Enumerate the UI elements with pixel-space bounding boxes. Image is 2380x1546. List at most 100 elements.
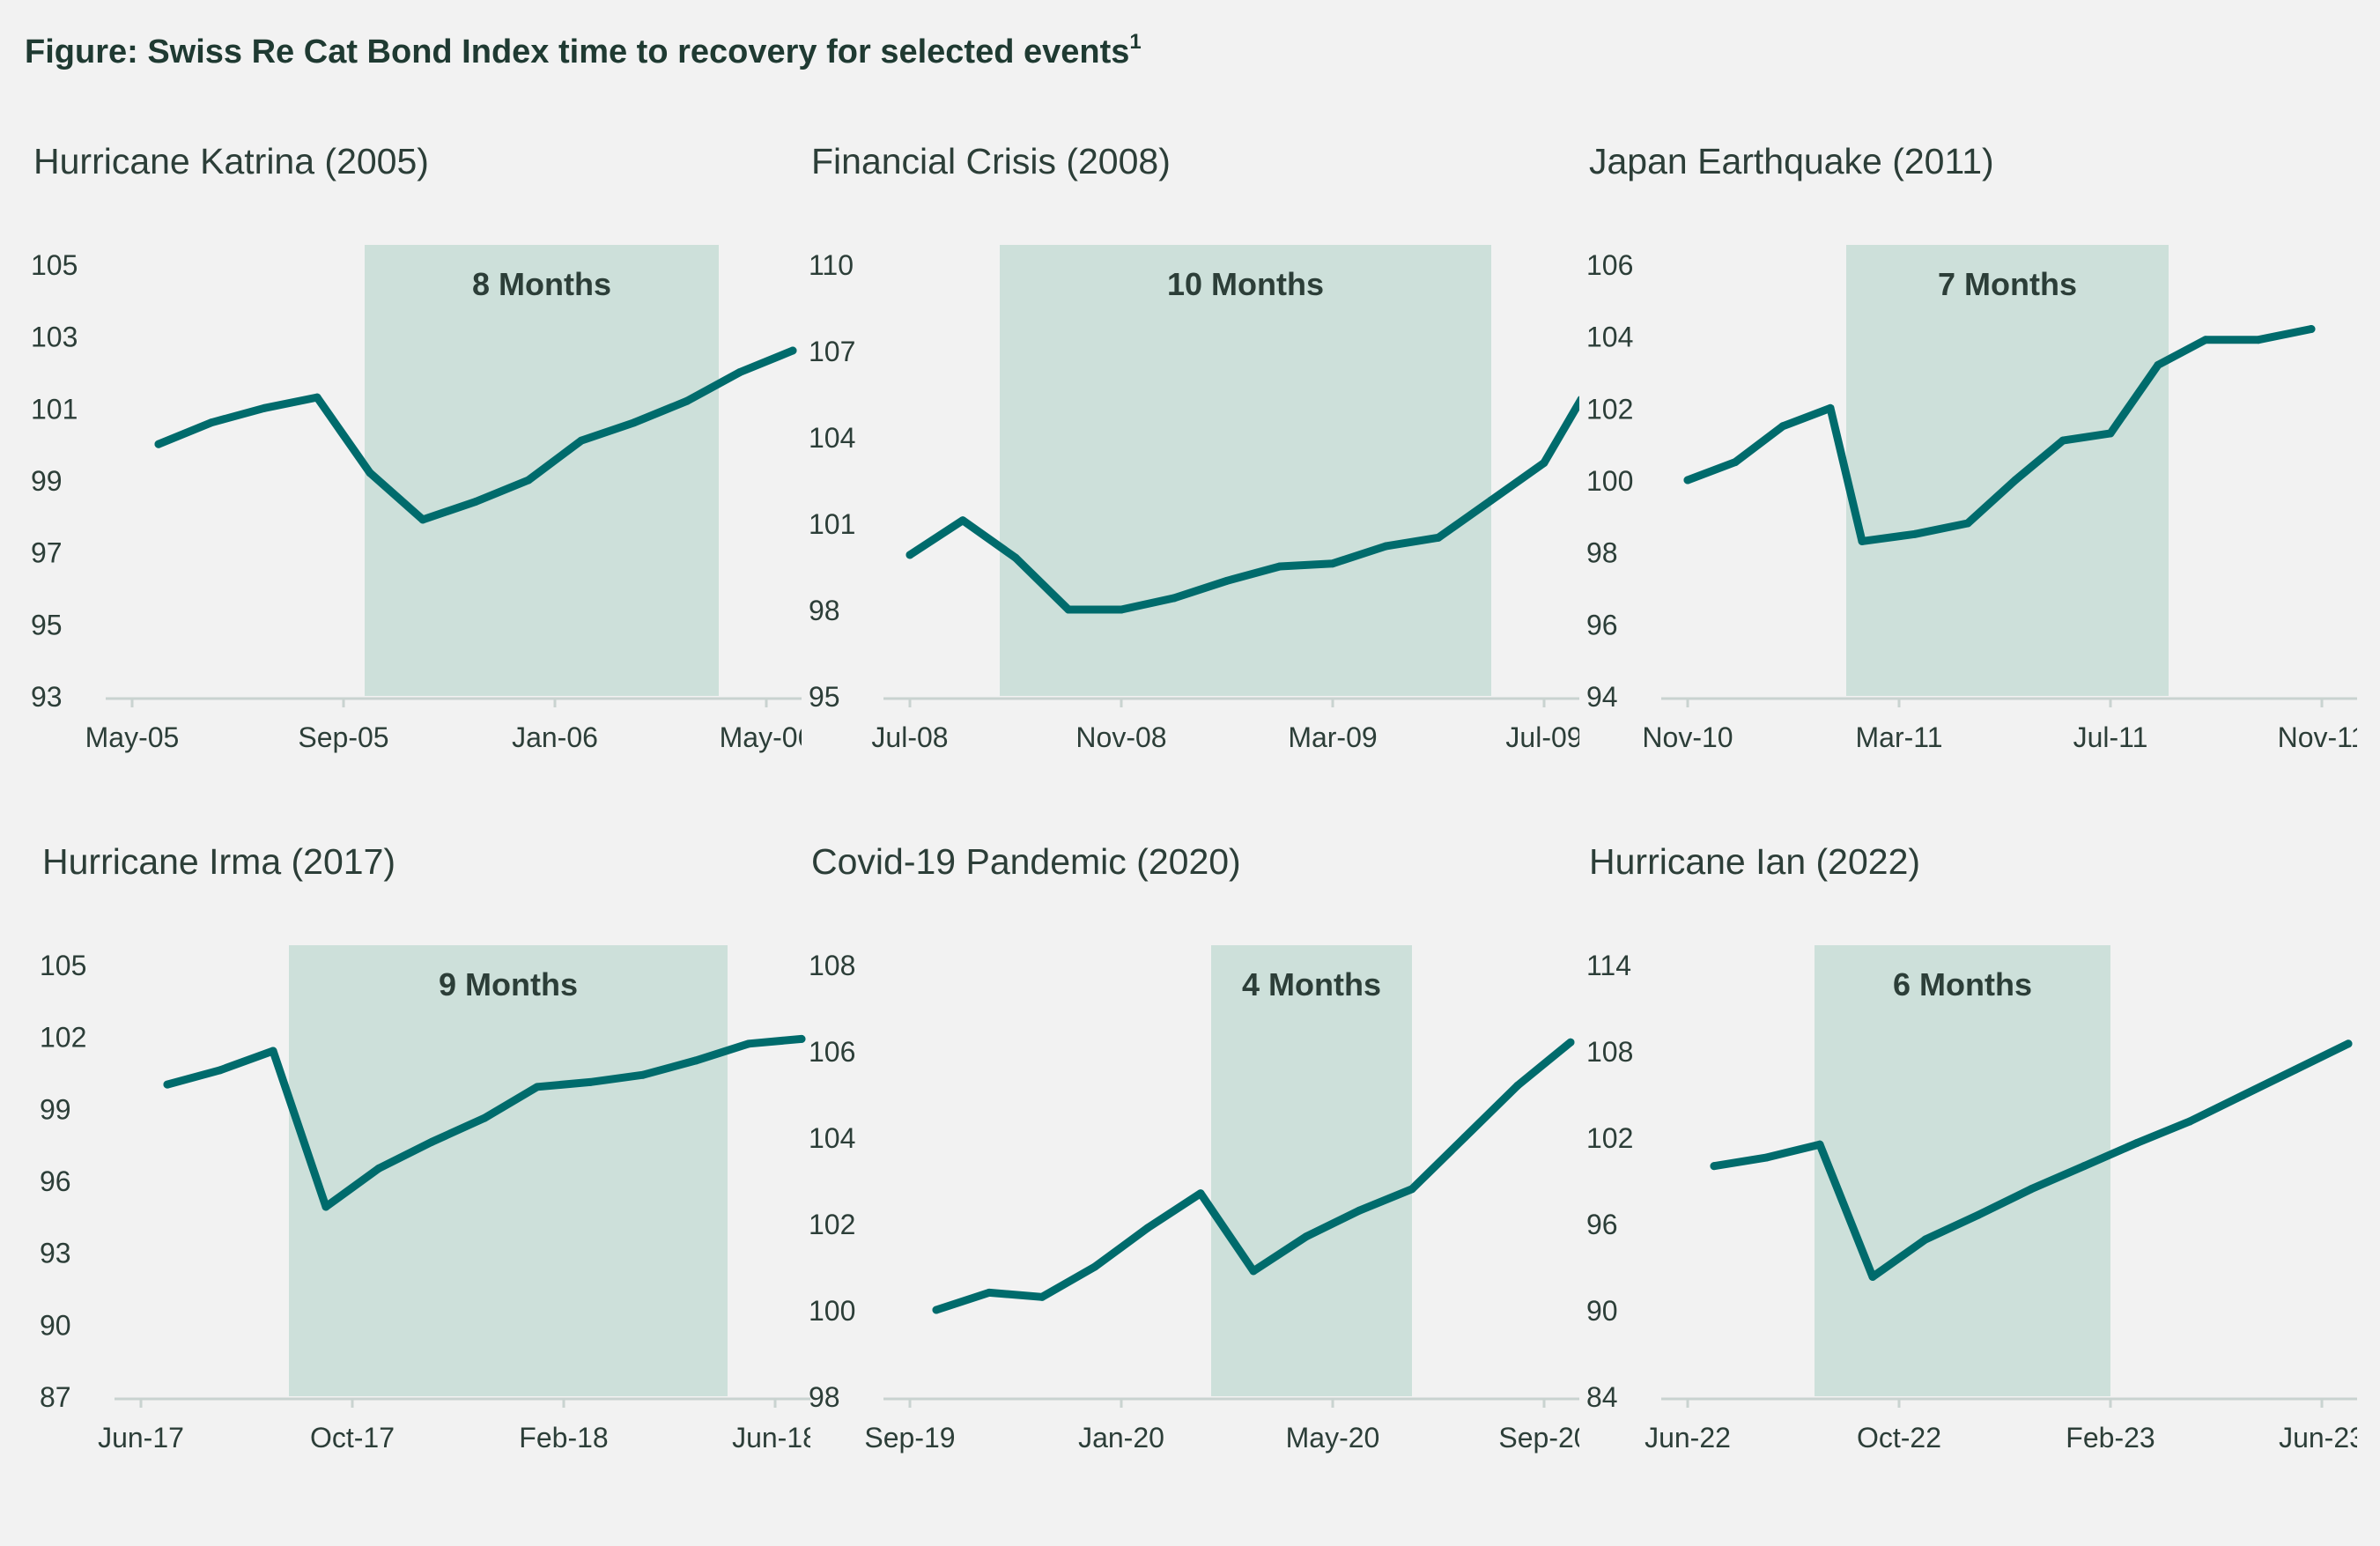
y-tick-label: 96 [1586,1209,1618,1240]
data-point [2154,360,2162,369]
x-tick-label: Mar-09 [1288,721,1377,753]
y-tick-label: 104 [1586,322,1633,353]
chart-covid: 4 Months Sep-19 Jan-20 May-20 Sep-20 98 100 102… [809,945,1579,1454]
recovery-shade [1846,245,2169,696]
data-point [1143,1224,1152,1232]
data-point [480,1113,489,1122]
y-tick-label: 97 [31,537,63,569]
y-tick-label: 98 [1586,537,1618,569]
data-point [905,551,914,559]
y-tick-label: 99 [40,1093,71,1125]
data-point [1275,562,1284,571]
series-line [905,396,1579,614]
data-point [260,403,269,412]
recovery-label: 7 Months [1938,266,2077,302]
y-tick-label: 105 [31,249,78,281]
data-point [958,516,967,525]
x-tick-label: Jun-22 [1645,1422,1731,1454]
y-tick-label: 87 [40,1381,71,1413]
y-tick-label: 107 [809,336,855,367]
y-tick-label: 84 [1586,1381,1618,1413]
y-tick-label: 104 [809,1122,855,1154]
data-point [630,418,639,427]
y-tick-label: 104 [809,422,855,454]
data-point [1911,529,1919,538]
recovery-label: 10 Months [1167,266,1324,302]
figure-title-text: Figure: Swiss Re Cat Bond Index time to … [25,33,1130,70]
y-tick-label: 100 [1586,465,1633,497]
y-tick-label: 103 [31,322,78,353]
data-point [1090,1262,1099,1271]
y-tick-label: 102 [1586,1122,1633,1154]
data-point [586,1077,595,1086]
data-point [471,498,480,506]
chart-title-japan-earthquake: Japan Earthquake (2011) [1589,141,1994,181]
y-tick-label: 102 [809,1209,855,1240]
data-point [797,1034,806,1043]
data-point [1381,542,1390,551]
y-tick-label: 101 [31,393,78,425]
recovery-shade [289,945,728,1396]
chart-ian: 6 Months Jun-22 Oct-22 Feb-23 Jun-23 84 90 96 10… [1586,945,2357,1454]
x-tick-label: Jun-18 [732,1422,810,1454]
y-tick-label: 95 [31,609,63,640]
chart-panel-katrina: Hurricane Katrina (2005) 8 Months May-05 S… [26,141,802,846]
y-tick-label: 94 [1586,681,1618,713]
y-tick-label: 101 [809,508,855,540]
data-point [2291,1065,2300,1074]
recovery-shade [1000,245,1491,696]
x-tick-label: Feb-18 [519,1422,608,1454]
y-tick-label: 108 [1586,1036,1633,1068]
data-point [2106,429,2115,438]
chart-katrina: 8 Months May-05 Sep-05 Jan-06 May-06 93 95 97 99… [31,245,802,753]
x-tick-label: Mar-11 [1856,721,1943,753]
x-tick-label: Sep-19 [864,1422,955,1454]
data-point [1868,1272,1877,1281]
x-tick-label: Sep-05 [298,721,388,753]
x-tick-label: Nov-11 [2278,721,2357,753]
data-point [1683,476,1692,485]
y-tick-label: 105 [40,950,86,981]
data-point [1974,1210,1983,1219]
y-tick-label: 90 [1586,1295,1618,1327]
data-point [788,346,797,355]
y-tick-label: 93 [40,1238,71,1269]
data-point [2027,1185,2036,1194]
data-point [163,1080,172,1089]
footnote-marker: 1 [1129,30,1142,54]
y-tick-label: 90 [40,1309,71,1341]
chart-panel-irma: Hurricane Irma (2017) 9 Months Jun-17 Oct-… [35,841,810,1546]
x-tick-label: May-20 [1286,1422,1380,1454]
data-point [1249,1267,1258,1276]
data-point [1460,1133,1469,1142]
x-tick-label: Jul-11 [2073,721,2148,753]
recovery-label: 4 Months [1242,966,1381,1002]
y-tick-label: 106 [1586,249,1633,281]
data-point [639,1070,647,1079]
chart-title-financial-crisis: Financial Crisis (2008) [811,141,1171,181]
data-point [269,1047,277,1055]
data-point [735,368,744,376]
data-point [2011,476,2020,485]
chart-irma: 9 Months Jun-17 Oct-17 Feb-18 Jun-18 87 90 93 96… [40,945,810,1454]
data-point [216,1066,225,1075]
chart-japan-earthquake: 7 Months Nov-10 Mar-11 Jul-11 Nov-11 94 96 98 10… [1586,245,2357,753]
data-point [1223,576,1231,585]
data-point [1858,536,1866,545]
data-point [1487,496,1496,505]
x-tick-label: Jul-08 [871,721,948,753]
data-point [985,1288,994,1297]
data-point [744,1039,753,1048]
data-point [1355,1206,1364,1215]
x-tick-label: Oct-17 [310,1422,395,1454]
data-point [418,515,427,524]
y-tick-label: 102 [40,1022,86,1054]
x-tick-label: May-05 [85,721,180,753]
data-point [1434,533,1443,542]
x-tick-label: Nov-10 [1642,721,1733,753]
data-point [207,418,216,427]
x-tick-label: May-06 [720,721,802,753]
data-point [1763,1153,1771,1162]
y-tick-label: 102 [1586,393,1633,425]
data-point [1566,1038,1575,1047]
